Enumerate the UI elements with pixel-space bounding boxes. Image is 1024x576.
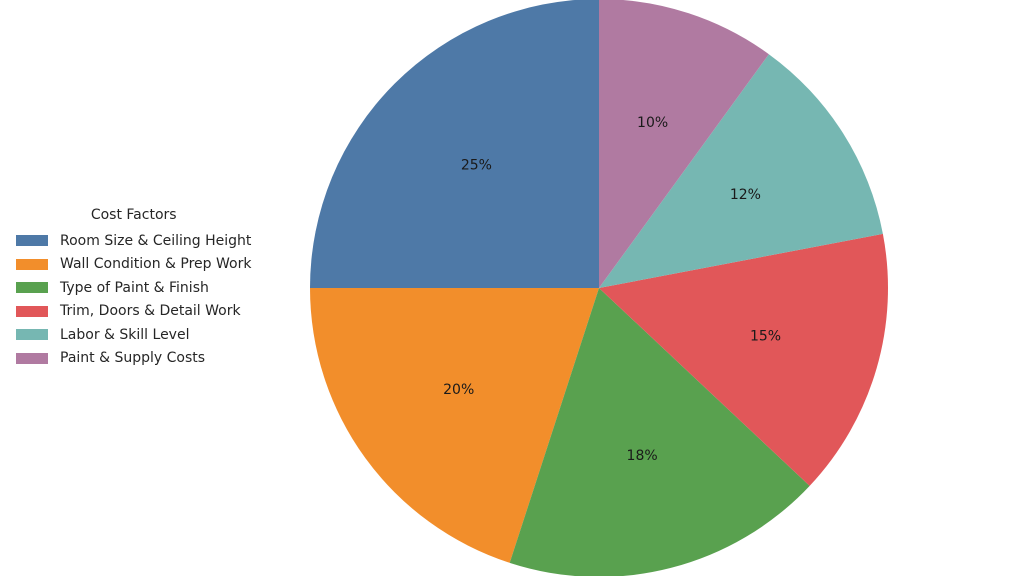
pie-slice-room-size-ceiling-height: [310, 0, 599, 288]
legend-entry-room-size-ceiling-height: Room Size & Ceiling Height: [16, 229, 251, 253]
legend-entries: Room Size & Ceiling Height Wall Condition…: [16, 229, 251, 370]
legend-entry-paint-supply-costs: Paint & Supply Costs: [16, 347, 251, 371]
legend-label: Labor & Skill Level: [60, 326, 190, 343]
legend-entry-wall-condition-prep-work: Wall Condition & Prep Work: [16, 253, 251, 277]
legend: Cost Factors Room Size & Ceiling Height W…: [16, 206, 251, 370]
pie-slice-paint-supply-costs: [599, 0, 769, 288]
legend-swatch: [16, 305, 48, 317]
legend-entry-labor-skill-level: Labor & Skill Level: [16, 323, 251, 347]
pie-slice-trim-doors-detail-work: [599, 233, 889, 486]
legend-entry-type-of-paint-finish: Type of Paint & Finish: [16, 276, 251, 300]
legend-swatch: [16, 235, 48, 247]
pie-slice-type-of-paint-finish: [509, 288, 810, 576]
legend-swatch: [16, 329, 48, 341]
slice-label-wall-condition-prep-work: 20%: [443, 382, 474, 398]
slice-label-paint-supply-costs: 10%: [637, 115, 668, 131]
legend-label: Paint & Supply Costs: [60, 350, 206, 367]
legend-title: Cost Factors: [90, 207, 177, 223]
legend-label: Trim, Doors & Detail Work: [60, 303, 241, 320]
pie-labels: 25% 20% 18% 15% 12% 10%: [443, 115, 781, 464]
legend-label: Room Size & Ceiling Height: [60, 232, 252, 249]
pie-slices: [310, 0, 889, 576]
legend-label: Type of Paint & Finish: [60, 279, 209, 296]
slice-label-type-of-paint-finish: 18%: [627, 448, 658, 464]
slice-label-room-size-ceiling-height: 25%: [461, 157, 492, 173]
legend-swatch: [16, 282, 48, 294]
pie-slice-wall-condition-prep-work: [310, 288, 599, 563]
slice-label-labor-skill-level: 12%: [730, 187, 761, 203]
slice-label-trim-doors-detail-work: 15%: [750, 328, 781, 344]
legend-swatch: [16, 258, 48, 270]
pie-slice-labor-skill-level: [599, 54, 883, 288]
legend-label: Wall Condition & Prep Work: [60, 256, 252, 273]
legend-entry-trim-doors-detail-work: Trim, Doors & Detail Work: [16, 300, 251, 324]
legend-swatch: [16, 352, 48, 364]
